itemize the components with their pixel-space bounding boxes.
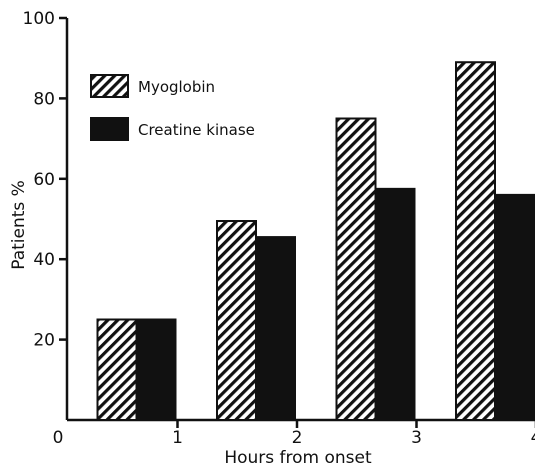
legend-swatch-creatine-kinase bbox=[90, 117, 129, 141]
bar-creatine-kinase-hour-1 bbox=[135, 318, 177, 421]
y-tick-label: 100 bbox=[23, 9, 55, 29]
bar-creatine-kinase-hour-2 bbox=[255, 236, 296, 421]
bar-myoglobin-hour-1 bbox=[96, 318, 138, 421]
y-tick-label: 20 bbox=[33, 331, 55, 351]
bar-creatine-kinase-hour-3 bbox=[374, 187, 416, 421]
legend: Myoglobin Creatine kinase bbox=[90, 74, 255, 141]
y-tick-label: 80 bbox=[33, 89, 55, 109]
y-tick-label: 60 bbox=[33, 170, 55, 190]
y-ticks: 20 40 60 80 100 bbox=[23, 9, 67, 351]
bar-myoglobin-hour-3 bbox=[335, 117, 377, 421]
x-tick-label: 0 bbox=[53, 428, 64, 448]
legend-label-creatine-kinase: Creatine kinase bbox=[138, 121, 255, 139]
x-tick-label: 1 bbox=[172, 428, 183, 448]
x-tick-label: 2 bbox=[292, 428, 303, 448]
bar-myoglobin-hour-2 bbox=[216, 220, 257, 421]
x-tick-label: 4 bbox=[531, 428, 535, 448]
y-axis-title: Patients % bbox=[9, 180, 29, 270]
bar-myoglobin-hour-4 bbox=[455, 61, 496, 421]
legend-swatch-myoglobin bbox=[90, 74, 129, 98]
x-tick-label: 3 bbox=[411, 428, 422, 448]
x-ticks: 0 1 2 3 4 bbox=[53, 420, 535, 448]
bar-creatine-kinase-hour-4 bbox=[494, 193, 535, 421]
x-axis-title: Hours from onset bbox=[224, 448, 372, 466]
bars bbox=[96, 61, 535, 421]
y-tick-label: 40 bbox=[33, 250, 55, 270]
legend-label-myoglobin: Myoglobin bbox=[138, 78, 215, 96]
